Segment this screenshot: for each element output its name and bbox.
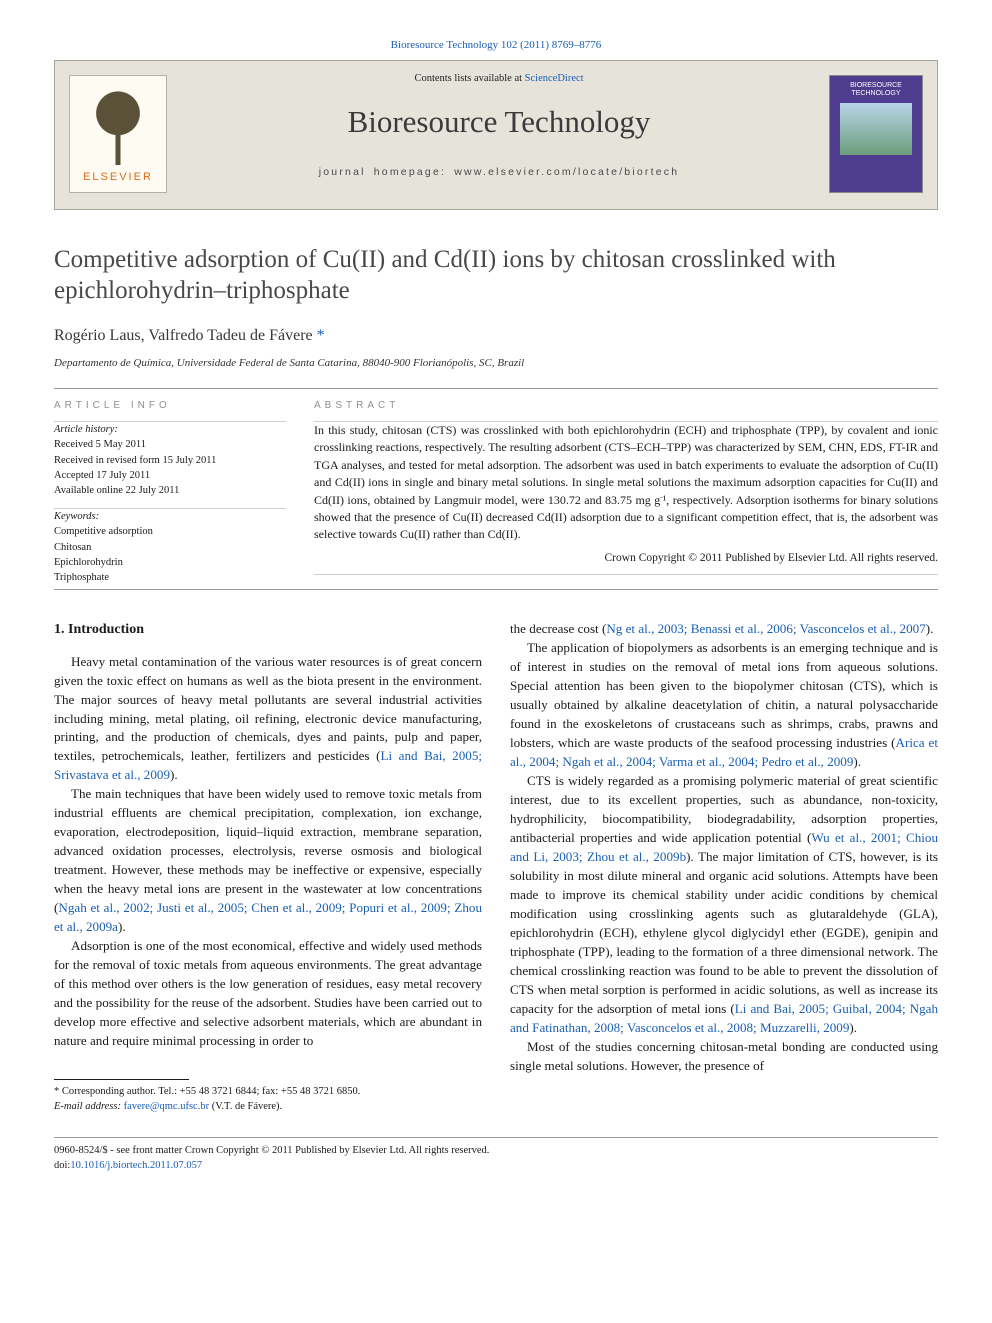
elsevier-logo: ELSEVIER	[69, 75, 167, 193]
elsevier-tree-icon	[83, 86, 153, 164]
text: The main techniques that have been widel…	[54, 786, 482, 915]
text: Heavy metal contamination of the various…	[54, 654, 482, 764]
paragraph: Adsorption is one of the most economical…	[54, 937, 482, 1051]
keywords-label: Keywords:	[54, 509, 286, 524]
text: the decrease cost (	[510, 621, 606, 636]
paragraph: Most of the studies concerning chitosan-…	[510, 1038, 938, 1076]
abstract-copyright: Crown Copyright © 2011 Published by Else…	[314, 550, 938, 567]
text: ).	[118, 919, 126, 934]
journal-reference-link[interactable]: Bioresource Technology 102 (2011) 8769–8…	[391, 39, 602, 51]
history-online: Available online 22 July 2011	[54, 483, 286, 498]
affiliation: Departamento de Química, Universidade Fe…	[54, 356, 938, 372]
contents-prefix: Contents lists available at	[414, 73, 524, 84]
abstract-heading: abstract	[314, 389, 938, 422]
doi-label: doi:	[54, 1160, 70, 1171]
article-history: Article history: Received 5 May 2011 Rec…	[54, 422, 286, 498]
text: ).	[853, 754, 861, 769]
header-box: ELSEVIER Contents lists available at Sci…	[54, 60, 938, 210]
author-names: Rogério Laus, Valfredo Tadeu de Fávere	[54, 327, 313, 344]
article-info-heading: article info	[54, 389, 286, 422]
sciencedirect-link[interactable]: ScienceDirect	[525, 73, 584, 84]
section-heading-intro: 1. Introduction	[54, 620, 482, 640]
authors: Rogério Laus, Valfredo Tadeu de Fávere *	[54, 324, 938, 347]
history-received: Received 5 May 2011	[54, 437, 286, 452]
journal-reference: Bioresource Technology 102 (2011) 8769–8…	[54, 38, 938, 54]
email-label: E-mail address:	[54, 1101, 124, 1112]
divider	[314, 574, 938, 575]
right-column: the decrease cost (Ng et al., 2003; Bena…	[510, 620, 938, 1114]
history-accepted: Accepted 17 July 2011	[54, 468, 286, 483]
paragraph: the decrease cost (Ng et al., 2003; Bena…	[510, 620, 938, 639]
keyword: Chitosan	[54, 540, 286, 555]
text: ).	[170, 767, 178, 782]
text: ).	[849, 1020, 857, 1035]
cover-image-icon	[840, 103, 912, 155]
elsevier-wordmark: ELSEVIER	[83, 170, 153, 186]
paragraph: Heavy metal contamination of the various…	[54, 653, 482, 786]
doi-link[interactable]: 10.1016/j.biortech.2011.07.057	[70, 1160, 202, 1171]
corresponding-footnote: * Corresponding author. Tel.: +55 48 372…	[54, 1085, 482, 1114]
text: The application of biopolymers as adsorb…	[510, 640, 938, 750]
keyword: Competitive adsorption	[54, 524, 286, 539]
paragraph: The main techniques that have been widel…	[54, 785, 482, 937]
front-matter: 0960-8524/$ - see front matter Crown Cop…	[54, 1143, 938, 1173]
divider	[54, 589, 938, 590]
text: ). The major limitation of CTS, however,…	[510, 849, 938, 1016]
keyword: Triphosphate	[54, 570, 286, 585]
cover-title: BIORESOURCE TECHNOLOGY	[830, 82, 922, 97]
corresponding-author-mark[interactable]: *	[317, 327, 325, 344]
footnote-rule	[54, 1079, 189, 1080]
article-title: Competitive adsorption of Cu(II) and Cd(…	[54, 244, 938, 307]
divider	[54, 1137, 938, 1138]
paragraph: The application of biopolymers as adsorb…	[510, 639, 938, 772]
email-link[interactable]: favere@qmc.ufsc.br	[124, 1101, 209, 1112]
email-tail: (V.T. de Fávere).	[209, 1101, 282, 1112]
citation-link[interactable]: Ng et al., 2003; Benassi et al., 2006; V…	[606, 621, 925, 636]
paragraph: CTS is widely regarded as a promising po…	[510, 772, 938, 1038]
journal-cover: BIORESOURCE TECHNOLOGY	[829, 75, 923, 193]
contents-line: Contents lists available at ScienceDirec…	[185, 71, 813, 86]
keywords: Keywords: Competitive adsorption Chitosa…	[54, 509, 286, 585]
corresponding-contact: * Corresponding author. Tel.: +55 48 372…	[54, 1085, 482, 1100]
journal-homepage: journal homepage: www.elsevier.com/locat…	[185, 165, 813, 180]
front-matter-line: 0960-8524/$ - see front matter Crown Cop…	[54, 1143, 938, 1158]
history-label: Article history:	[54, 422, 286, 437]
history-revised: Received in revised form 15 July 2011	[54, 453, 286, 468]
abstract-text: In this study, chitosan (CTS) was crossl…	[314, 422, 938, 544]
left-column: 1. Introduction Heavy metal contaminatio…	[54, 620, 482, 1114]
journal-name: Bioresource Technology	[185, 100, 813, 145]
text: ).	[926, 621, 934, 636]
keyword: Epichlorohydrin	[54, 555, 286, 570]
